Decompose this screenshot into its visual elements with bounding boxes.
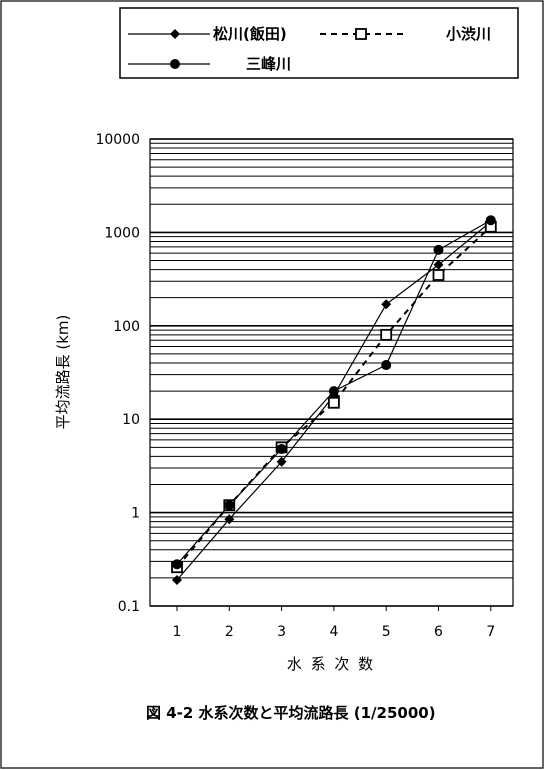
circle-marker bbox=[328, 386, 339, 397]
circle-marker bbox=[224, 500, 235, 511]
x-axis-label: 水 系 次 数 bbox=[287, 655, 375, 673]
legend-label-3: 三峰川 bbox=[246, 55, 291, 73]
x-tick-label: 1 bbox=[173, 624, 182, 640]
legend-diamond-marker bbox=[170, 29, 180, 39]
diamond-marker bbox=[172, 574, 182, 585]
legend-square-marker bbox=[355, 28, 367, 40]
x-tick-label: 7 bbox=[486, 624, 495, 640]
gridlines bbox=[150, 138, 513, 607]
x-tick-label: 2 bbox=[225, 624, 234, 640]
diamond-marker bbox=[381, 299, 392, 310]
figure-caption: 図 4-2 水系次数と平均流路長 (1/25000) bbox=[146, 704, 436, 722]
x-tick-label: 6 bbox=[434, 624, 443, 640]
circle-marker bbox=[381, 360, 392, 371]
legend-label-1: 松川(飯田) bbox=[213, 25, 287, 43]
x-tick-label: 3 bbox=[277, 624, 286, 640]
legend-label-2: 小渋川 bbox=[446, 25, 491, 43]
circle-marker bbox=[172, 559, 182, 570]
plot-area: 0.1 1 10 100 1000 10000 1 2 3 4 5 6 7 bbox=[95, 132, 514, 640]
y-tick-label: 100 bbox=[113, 319, 140, 335]
y-tick-label: 10000 bbox=[95, 132, 140, 148]
legend-circle-marker bbox=[170, 59, 180, 69]
plot-frame bbox=[149, 138, 514, 607]
x-tick-label: 4 bbox=[329, 624, 338, 640]
circle-marker bbox=[485, 215, 496, 226]
diamond-marker bbox=[276, 456, 287, 467]
circle-marker bbox=[276, 443, 287, 454]
square-marker bbox=[432, 269, 445, 281]
square-marker bbox=[380, 328, 393, 341]
y-tick-label: 0.1 bbox=[118, 599, 140, 615]
y-tick-label: 1000 bbox=[104, 225, 140, 241]
legend-box bbox=[119, 7, 519, 79]
x-axis-ticks: 1 2 3 4 5 6 7 bbox=[173, 606, 495, 640]
circle-marker bbox=[433, 244, 444, 255]
diamond-marker bbox=[224, 514, 235, 525]
y-axis-label: 平均流路長 (km) bbox=[54, 315, 72, 430]
square-marker bbox=[327, 396, 340, 409]
y-axis-ticks: 0.1 1 10 100 1000 10000 bbox=[95, 132, 140, 615]
y-tick-label: 1 bbox=[131, 506, 140, 522]
diamond-marker bbox=[433, 259, 444, 270]
y-tick-label: 10 bbox=[122, 412, 140, 428]
series-markers bbox=[171, 215, 497, 585]
x-tick-label: 5 bbox=[382, 624, 391, 640]
